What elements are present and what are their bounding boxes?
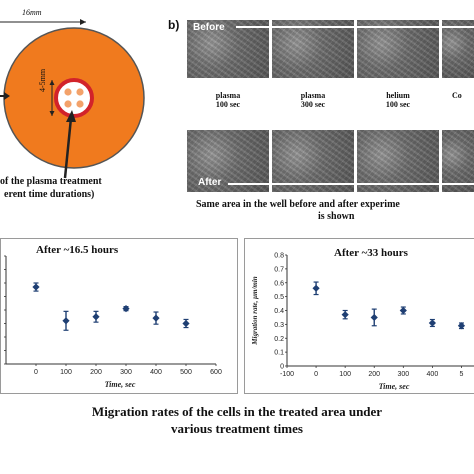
data-point — [92, 313, 100, 321]
panel-a-caption-line1: of the plasma treatment — [0, 176, 102, 187]
x-tick-label: 0 — [34, 369, 38, 376]
micrograph-after-control — [442, 130, 474, 192]
panel-b-caption-line2: is shown — [318, 211, 355, 222]
condition-label: helium 100 sec — [357, 91, 439, 109]
y-tick-label: 0 — [280, 364, 284, 371]
panel-b-caption-line1: Same area in the well before and after e… — [196, 199, 400, 210]
pointer-arrow-line — [63, 117, 73, 179]
height-dimension-label: 4-5mm — [38, 68, 47, 92]
x-tick-label: 300 — [397, 371, 409, 378]
micrograph-before-control — [442, 20, 474, 78]
after-label: After — [198, 177, 222, 188]
panel-a-caption-line2: erent time durations) — [4, 189, 95, 200]
condition-duration: 100 sec — [385, 100, 411, 109]
micrograph-after-helium-100 — [357, 130, 439, 192]
data-point — [152, 314, 160, 322]
panel-a-diagram — [0, 19, 145, 179]
panel-d-chart: -100 0 100 200 300 400 500.10.20.30.40.50.60.7… — [251, 253, 474, 391]
y-tick-label: 0.6 — [274, 280, 284, 287]
condition-label: Co — [452, 91, 474, 100]
data-point — [122, 305, 130, 313]
condition-duration: 300 sec — [300, 100, 326, 109]
height-dimension-arrowhead — [49, 111, 55, 116]
panel-c-frame — [0, 238, 238, 394]
data-point — [457, 322, 466, 330]
y-tick-label: 0.3 — [274, 322, 284, 329]
y-tick-label: 0.5 — [274, 294, 284, 301]
panel-c-chart: 0 100 200 300 400 500 600 Time, sec — [4, 255, 222, 389]
data-point — [399, 306, 407, 315]
condition-name: plasma — [215, 91, 241, 100]
height-dimension-arrowhead — [49, 80, 55, 85]
pointer-arrowhead — [66, 110, 76, 122]
condition-duration: 100 sec — [215, 100, 241, 109]
figure-caption-line1: Migration rates of the cells in the trea… — [91, 404, 383, 419]
x-axis-label: Time, sec — [105, 380, 136, 389]
y-tick-label: 0.1 — [274, 350, 284, 357]
treatment-spot — [76, 100, 84, 108]
data-point — [182, 319, 190, 328]
micrograph-after-plasma-100 — [187, 130, 269, 192]
x-tick-label: -100 — [280, 371, 294, 378]
x-tick-label: 400 — [150, 369, 162, 376]
treatment-spot — [76, 88, 84, 96]
y-tick-label: 0.4 — [274, 308, 284, 315]
x-tick-label: 300 — [120, 369, 132, 376]
figure-caption-line2: various treatment times — [171, 421, 303, 436]
condition-name: Co — [452, 91, 462, 100]
micrograph-after-plasma-300 — [272, 130, 354, 192]
micrograph-before-plasma-300 — [272, 20, 354, 78]
after-row-rule — [228, 183, 474, 185]
x-tick-label: 0 — [314, 371, 318, 378]
data-point — [428, 319, 436, 327]
micrograph-before-plasma-100 — [187, 20, 269, 78]
panel-c-title: After ~16.5 hours — [36, 244, 119, 256]
treatment-spot — [64, 100, 72, 108]
panel-d-frame — [244, 238, 474, 394]
x-tick-label: 500 — [180, 369, 192, 376]
data-point — [312, 284, 320, 292]
x-tick-label: 200 — [368, 371, 380, 378]
x-tick-label: 600 — [210, 369, 222, 376]
y-axis-label: Migration rate, µm/min — [251, 276, 259, 346]
width-dimension-arrowhead — [80, 19, 86, 25]
x-tick-label: 400 — [427, 371, 439, 378]
treatment-spot — [64, 88, 72, 96]
width-dimension-label: 16mm — [22, 8, 42, 17]
x-tick-label: 200 — [90, 369, 102, 376]
y-tick-label: 0.2 — [274, 336, 284, 343]
before-label: Before — [193, 22, 225, 33]
y-tick-label: 0.7 — [274, 266, 284, 273]
x-tick-label: 100 — [339, 371, 351, 378]
condition-label: plasma 100 sec — [187, 91, 269, 109]
data-point — [32, 283, 40, 291]
y-tick-label: 0.8 — [274, 253, 284, 260]
condition-name: plasma — [300, 91, 326, 100]
condition-label: plasma 300 sec — [272, 91, 354, 109]
x-axis-label: Time, sec — [379, 382, 410, 391]
x-tick-label: 5 — [460, 371, 464, 378]
x-tick-label: 100 — [60, 369, 72, 376]
left-pointer-arrowhead — [4, 92, 10, 100]
before-row-rule — [236, 26, 474, 28]
panel-d-title: After ~33 hours — [334, 247, 408, 259]
data-point — [62, 317, 70, 325]
data-point — [370, 313, 378, 322]
panel-b-letter: b) — [168, 18, 180, 32]
treated-area-circle — [54, 78, 94, 118]
micrograph-before-helium-100 — [357, 20, 439, 78]
condition-name: helium — [386, 91, 410, 100]
data-point — [341, 311, 349, 319]
